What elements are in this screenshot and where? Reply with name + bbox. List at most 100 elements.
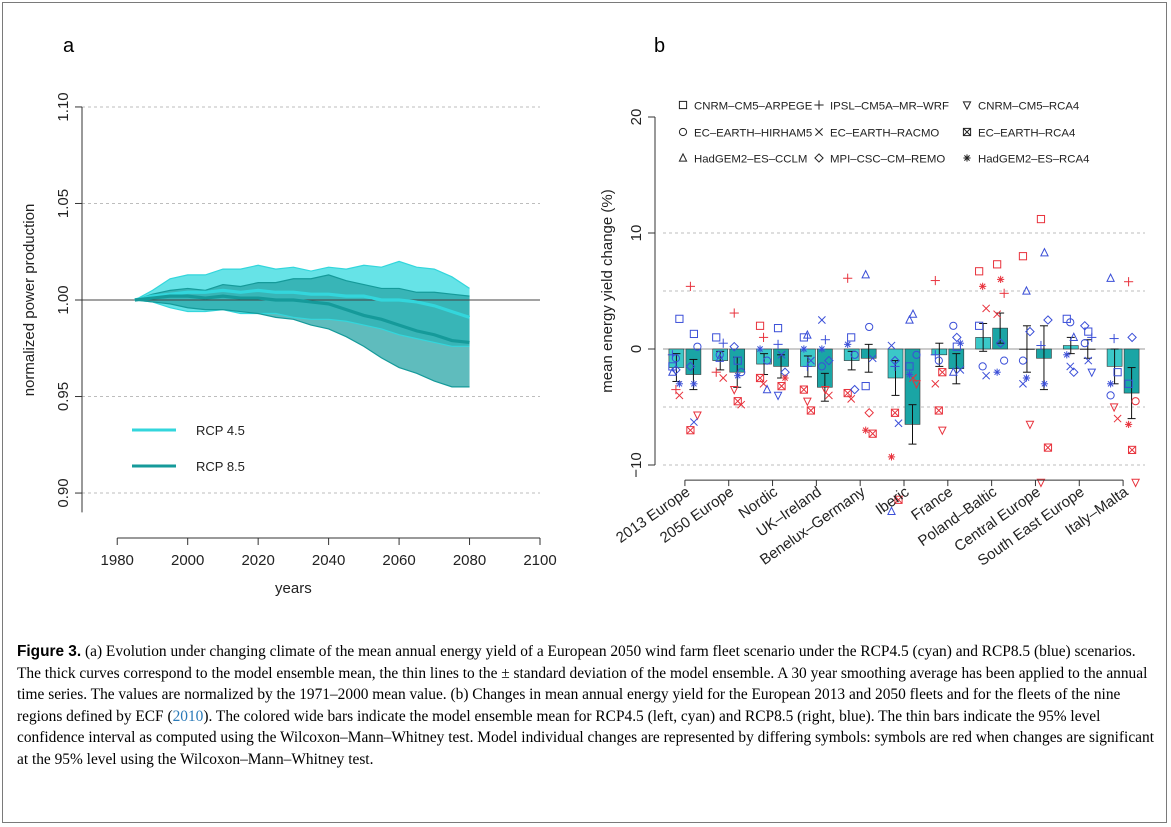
model-point bbox=[1084, 356, 1093, 365]
model-point bbox=[862, 426, 870, 434]
model-point bbox=[1018, 356, 1028, 365]
mean-line-rcp85 bbox=[134, 294, 470, 345]
y-axis-label: normalized power production bbox=[21, 204, 38, 397]
y-tick-label: 0.90 bbox=[55, 478, 72, 507]
std-lower-rcp85 bbox=[134, 299, 470, 388]
model-point bbox=[905, 362, 914, 371]
model-point bbox=[685, 281, 696, 291]
model-point bbox=[1084, 327, 1093, 336]
model-point bbox=[715, 350, 724, 359]
model-point bbox=[1025, 420, 1035, 430]
model-point bbox=[1043, 315, 1053, 325]
model-point bbox=[887, 506, 896, 515]
legend-symbol bbox=[678, 152, 688, 162]
model-point bbox=[1025, 326, 1035, 337]
legend-label: MPI–CSC–CM–REMO bbox=[830, 154, 945, 166]
figure-caption: Figure 3. (a) Evolution under changing c… bbox=[17, 641, 1157, 771]
y-tick-label: 1.05 bbox=[55, 189, 72, 218]
model-point bbox=[949, 321, 958, 330]
std-upper-rcp85 bbox=[134, 274, 470, 301]
model-point bbox=[993, 310, 1002, 319]
model-point bbox=[1106, 391, 1115, 400]
model-point bbox=[820, 386, 830, 395]
model-point bbox=[978, 362, 987, 371]
model-point bbox=[952, 332, 962, 343]
model-point bbox=[999, 288, 1009, 298]
model-point bbox=[719, 374, 728, 382]
model-point bbox=[685, 361, 696, 372]
model-point bbox=[890, 408, 900, 417]
model-point bbox=[1069, 332, 1079, 341]
y-tick-label: 1.10 bbox=[55, 92, 72, 121]
legend-symbol bbox=[678, 100, 688, 110]
legend-symbol bbox=[678, 127, 688, 137]
model-point bbox=[689, 329, 699, 339]
model-point bbox=[806, 356, 815, 365]
model-point bbox=[758, 332, 769, 342]
model-point bbox=[1000, 356, 1009, 365]
legend-label: HadGEM2–ES–RCA4 bbox=[978, 154, 1089, 166]
model-point bbox=[802, 397, 812, 407]
caption-label: Figure 3. bbox=[17, 643, 82, 660]
model-point bbox=[938, 368, 947, 377]
model-point bbox=[1066, 318, 1075, 327]
y-tick-label: −10 bbox=[628, 452, 645, 477]
model-point bbox=[773, 324, 783, 333]
panel-a-letter: a bbox=[63, 35, 75, 57]
model-point bbox=[847, 394, 856, 403]
model-point bbox=[820, 335, 830, 345]
model-point bbox=[1124, 379, 1133, 388]
model-point bbox=[1124, 420, 1133, 428]
model-point bbox=[675, 391, 684, 400]
model-point bbox=[887, 341, 896, 350]
model-point bbox=[718, 338, 728, 348]
model-point bbox=[890, 355, 900, 366]
legend-symbol bbox=[814, 100, 824, 110]
model-point bbox=[729, 308, 739, 318]
model-point bbox=[847, 333, 856, 342]
model-point bbox=[802, 329, 812, 339]
model-point bbox=[843, 273, 853, 283]
y-tick-label: 0 bbox=[628, 345, 645, 353]
model-point bbox=[1113, 368, 1122, 377]
model-point bbox=[1063, 351, 1071, 359]
model-point bbox=[1123, 277, 1134, 287]
model-point bbox=[995, 338, 1006, 349]
model-point bbox=[777, 382, 786, 391]
model-point bbox=[1036, 214, 1046, 224]
model-point bbox=[756, 345, 764, 353]
model-point bbox=[1036, 340, 1046, 351]
model-point bbox=[712, 333, 721, 342]
model-point bbox=[956, 339, 964, 347]
model-point bbox=[1043, 443, 1053, 452]
model-point bbox=[864, 407, 874, 418]
model-point bbox=[1113, 414, 1122, 423]
x-tick-label: 2100 bbox=[523, 552, 556, 569]
model-point bbox=[975, 267, 984, 276]
model-point bbox=[1019, 379, 1027, 388]
model-point bbox=[997, 275, 1005, 283]
model-point bbox=[905, 370, 914, 379]
legend-label: CNRM–CM5–ARPEGE bbox=[694, 101, 813, 113]
model-point bbox=[868, 429, 877, 438]
model-point bbox=[737, 400, 746, 409]
caption-citation-link[interactable]: 2010 bbox=[172, 707, 204, 725]
model-point bbox=[1109, 403, 1119, 413]
legend-label: EC–EARTH–RACMO bbox=[830, 128, 939, 140]
model-point bbox=[817, 362, 826, 371]
legend-label: EC–EARTH–HIRHAM5 bbox=[694, 128, 812, 140]
legend-label: IPSL–CM5A–MR–WRF bbox=[830, 101, 949, 113]
model-point bbox=[850, 350, 859, 359]
model-point bbox=[937, 426, 947, 436]
model-point bbox=[773, 339, 783, 349]
model-point bbox=[1131, 478, 1140, 488]
legend-label: RCP 8.5 bbox=[196, 459, 245, 474]
model-point bbox=[799, 385, 808, 394]
model-point bbox=[993, 368, 1001, 376]
model-point bbox=[948, 366, 958, 376]
band-rcp85 bbox=[134, 274, 470, 387]
x-tick-label: 2080 bbox=[453, 552, 486, 569]
model-point bbox=[1087, 332, 1097, 342]
model-point bbox=[671, 385, 681, 395]
